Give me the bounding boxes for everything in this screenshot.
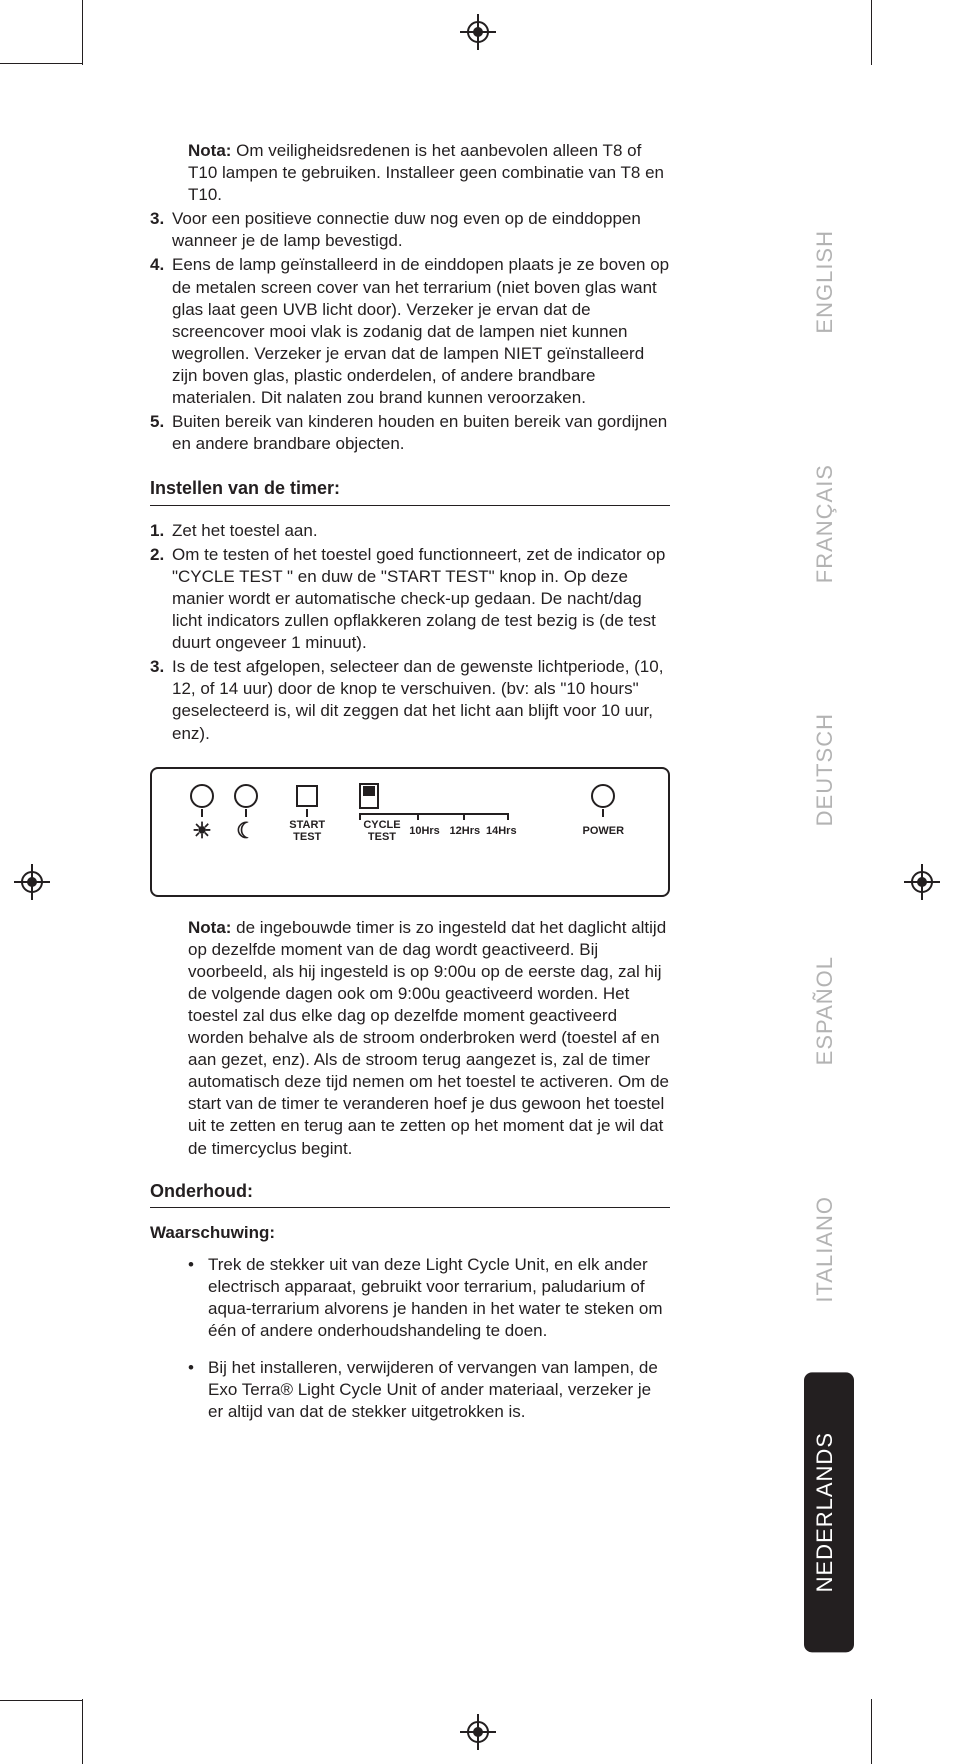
- hours-10-label: 10Hrs: [405, 819, 443, 843]
- warning-bullets: •Trek de stekker uit van deze Light Cycl…: [188, 1254, 670, 1423]
- tab-nederlands[interactable]: NEDERLANDS: [804, 1372, 854, 1652]
- timer-panel-diagram: ☀ ☾ START TEST CYCLE TEST 10Hrs 12Hrs 14…: [150, 767, 670, 897]
- divider: [150, 505, 670, 506]
- crop-mark: [82, 1699, 83, 1764]
- list-item: 1.Zet het toestel aan.: [150, 520, 670, 542]
- crop-mark: [82, 0, 83, 65]
- hours-14-label: 14Hrs: [486, 819, 517, 843]
- tab-english[interactable]: ENGLISH: [804, 170, 854, 394]
- registration-mark-icon: [904, 864, 940, 900]
- registration-mark-icon: [460, 1714, 496, 1750]
- intro-nota: Nota: Om veiligheidsredenen is het aanbe…: [188, 140, 670, 206]
- install-steps-list: 3.Voor een positieve connectie duw nog e…: [150, 208, 670, 455]
- list-item: 4.Eens de lamp geïnstalleerd in de eindd…: [150, 254, 670, 409]
- page-content: Nota: Om veiligheidsredenen is het aanbe…: [150, 140, 670, 1437]
- waarschuwing-heading: Waarschuwing:: [150, 1222, 670, 1244]
- bullet-icon: •: [188, 1254, 208, 1342]
- nota-label: Nota:: [188, 918, 231, 937]
- night-led-icon: [234, 784, 258, 808]
- registration-mark-icon: [14, 864, 50, 900]
- language-tabs: ENGLISH FRANÇAIS DEUTSCH ESPAÑOL ITALIAN…: [804, 170, 854, 1663]
- list-item: •Bij het installeren, verwijderen of ver…: [188, 1357, 670, 1423]
- slider-switch-icon: [359, 783, 379, 809]
- start-test-button-icon: [296, 785, 318, 807]
- tab-deutsch[interactable]: DEUTSCH: [804, 653, 854, 886]
- timer-nota: Nota: de ingebouwde timer is zo ingestel…: [188, 917, 670, 1160]
- crop-mark: [0, 1700, 82, 1701]
- registration-mark-icon: [460, 14, 496, 50]
- power-led-icon: [591, 784, 615, 808]
- timer-steps-list: 1.Zet het toestel aan. 2.Om te testen of…: [150, 520, 670, 745]
- list-item: 3.Voor een positieve connectie duw nog e…: [150, 208, 670, 252]
- moon-icon: ☾: [236, 818, 256, 843]
- sun-icon: ☀: [192, 818, 212, 843]
- onderhoud-heading: Onderhoud:: [150, 1180, 670, 1203]
- start-test-label: START TEST: [285, 817, 329, 845]
- power-label: POWER: [567, 817, 640, 845]
- day-led-icon: [190, 784, 214, 808]
- tab-espanol[interactable]: ESPAÑOL: [804, 896, 854, 1125]
- list-item: 5.Buiten bereik van kinderen houden en b…: [150, 411, 670, 455]
- list-item: •Trek de stekker uit van deze Light Cycl…: [188, 1254, 670, 1342]
- tab-francais[interactable]: FRANÇAIS: [804, 404, 854, 643]
- list-item: 3.Is de test afgelopen, selecteer dan de…: [150, 656, 670, 744]
- hours-12-label: 12Hrs: [446, 819, 484, 843]
- nota-label: Nota:: [188, 141, 231, 160]
- crop-mark: [0, 63, 82, 64]
- timer-heading: Instellen van de timer:: [150, 477, 670, 500]
- tab-italiano[interactable]: ITALIANO: [804, 1136, 854, 1363]
- list-item: 2.Om te testen of het toestel goed funct…: [150, 544, 670, 654]
- bullet-icon: •: [188, 1357, 208, 1423]
- crop-mark: [871, 1699, 872, 1764]
- cycle-test-label: CYCLE TEST: [361, 819, 404, 843]
- divider: [150, 1207, 670, 1208]
- crop-mark: [871, 0, 872, 65]
